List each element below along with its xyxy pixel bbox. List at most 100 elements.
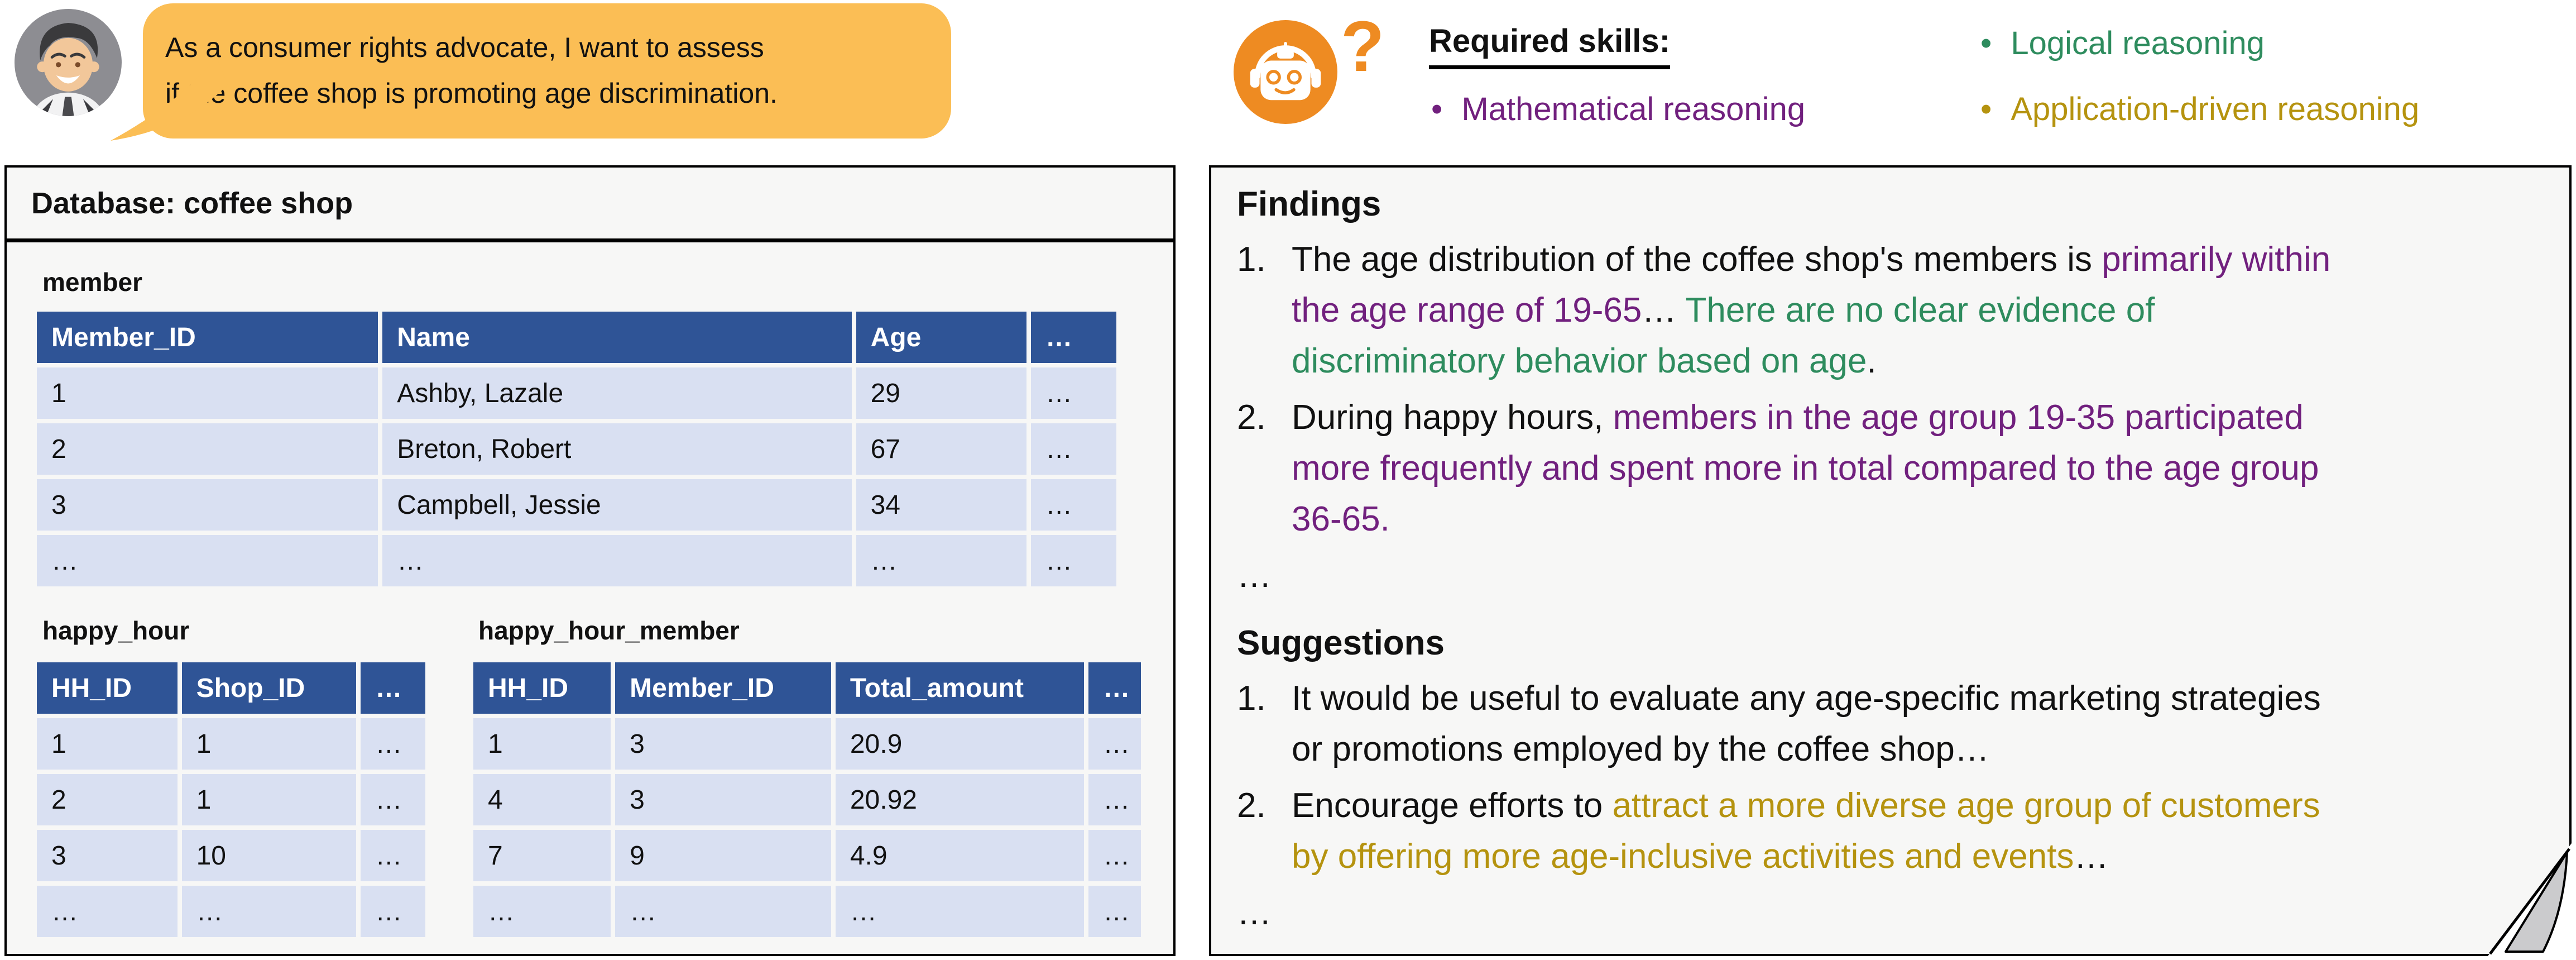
list-item-marker: 2.	[1237, 786, 1266, 825]
table-row: 1 3 20.9…	[473, 718, 1141, 770]
table-cell: 1	[37, 718, 178, 770]
user-query-text: As a consumer rights advocate, I want to…	[165, 32, 778, 109]
table-cell: 34	[856, 479, 1027, 531]
table-cell: 3	[615, 718, 831, 770]
list-item-text: Encourage efforts to attract a more dive…	[1292, 780, 2320, 882]
table-cell: …	[361, 718, 425, 770]
table-cell: 67	[856, 423, 1027, 475]
text-segment: There are no clear evidence of discrimin…	[1292, 291, 2155, 380]
robot-head-icon	[1234, 20, 1337, 124]
table-cell: 9	[615, 830, 831, 881]
list-item-marker: 2.	[1237, 398, 1266, 437]
list-item-marker: …	[1237, 894, 1272, 932]
table-header-cell: …	[1088, 662, 1141, 714]
table-cell: …	[37, 886, 178, 937]
table-header-cell: Shop_ID	[181, 662, 357, 714]
text-segment: Encourage efforts to	[1292, 786, 1613, 825]
table-cell: …	[1031, 423, 1116, 475]
skill-label: Logical reasoning	[2011, 25, 2265, 61]
table-cell: …	[856, 535, 1027, 586]
findings-title: Findings	[1237, 185, 1381, 223]
skill-application-driven-reasoning: • Application-driven reasoning	[1980, 90, 2419, 128]
table-cell: …	[615, 886, 831, 937]
text-segment: members in the age group 19-35 participa…	[1292, 398, 2319, 538]
list-item-text: It would be useful to evaluate any age-s…	[1292, 673, 2321, 775]
member-table: Member_ID Name Age… 1 Ashby, Lazale 29… 2 Breto…	[32, 307, 1121, 591]
table-cell: …	[1088, 774, 1141, 825]
table-row: …………	[37, 535, 1116, 586]
table-cell: 7	[473, 830, 611, 881]
table-cell: …	[382, 535, 852, 586]
list-item: …	[1237, 887, 2549, 938]
table-cell: Campbell, Jessie	[382, 479, 852, 531]
text-segment: …	[1642, 291, 1686, 329]
list-item-marker: …	[1237, 556, 1272, 595]
table-header-cell: Age	[856, 312, 1027, 363]
table-cell: 4	[473, 774, 611, 825]
list-item-marker: 1.	[1237, 240, 1266, 279]
table-cell: 3	[37, 479, 378, 531]
list-item: 2. Encourage efforts to attract a more di…	[1237, 780, 2549, 882]
table-cell: …	[1031, 367, 1116, 419]
table-cell: 1	[181, 774, 357, 825]
table-cell: …	[361, 830, 425, 881]
table-cell: …	[835, 886, 1085, 937]
member-table-grid: Member_ID Name Age… 1 Ashby, Lazale 29… 2 Breto…	[32, 307, 1121, 591]
user-avatar-icon	[15, 9, 122, 116]
table-header-cell: HH_ID	[473, 662, 611, 714]
table-header-cell: Name	[382, 312, 852, 363]
required-skills-title: Required skills:	[1429, 22, 1670, 69]
skill-label: Application-driven reasoning	[2011, 91, 2420, 127]
list-item-text: During happy hours, members in the age g…	[1292, 392, 2319, 545]
bullet-icon: •	[1980, 91, 1992, 127]
table-header-row: Member_ID Name Age…	[37, 312, 1116, 363]
table-cell: 4.9	[835, 830, 1085, 881]
table-header-row: HH_ID Member_ID Total_amount…	[473, 662, 1141, 714]
database-panel: Database: coffee shop member Member_ID Na…	[4, 165, 1176, 956]
table-row: …………	[473, 886, 1141, 937]
text-segment: attract a more diverse age group of cust…	[1292, 786, 2320, 876]
table-row: 1 Ashby, Lazale 29…	[37, 367, 1116, 419]
table-cell: 1	[181, 718, 357, 770]
table-row: 3 Campbell, Jessie 34…	[37, 479, 1116, 531]
text-segment: During happy hours,	[1292, 398, 1613, 437]
user-avatar	[15, 9, 122, 116]
table-cell: Ashby, Lazale	[382, 367, 852, 419]
database-title: Database: coffee shop	[7, 168, 1173, 242]
text-segment: …	[2074, 837, 2109, 876]
list-item: 2. During happy hours, members in the age…	[1237, 392, 2549, 545]
suggestions-list: 1. It would be useful to evaluate any age…	[1237, 673, 2549, 938]
table-header-cell: HH_ID	[37, 662, 178, 714]
bullet-icon: •	[1431, 91, 1443, 127]
question-mark-icon: ?	[1341, 7, 1385, 87]
speech-bubble-tail	[111, 57, 228, 141]
list-item: …	[1237, 550, 2549, 601]
table-cell: 3	[37, 830, 178, 881]
table-row: 2 1…	[37, 774, 425, 825]
robot-icon	[1234, 20, 1337, 124]
table-cell: 2	[37, 423, 378, 475]
table-cell: 20.9	[835, 718, 1085, 770]
table-cell: …	[1031, 535, 1116, 586]
user-speech-bubble: As a consumer rights advocate, I want to…	[111, 3, 951, 141]
table-cell: …	[1088, 830, 1141, 881]
table-row: 2 Breton, Robert 67…	[37, 423, 1116, 475]
table-row: ………	[37, 886, 425, 937]
happy-hour-member-table: HH_ID Member_ID Total_amount… 1 3 20.9… 4 3 20.9…	[469, 658, 1145, 942]
table-cell: 20.92	[835, 774, 1085, 825]
table-cell: …	[181, 886, 357, 937]
table-row: 7 9 4.9…	[473, 830, 1141, 881]
table-cell: …	[1088, 718, 1141, 770]
happy-hour-table-name: happy_hour	[42, 616, 190, 645]
table-cell: 29	[856, 367, 1027, 419]
table-header-cell: …	[361, 662, 425, 714]
findings-list: 1. The age distribution of the coffee sho…	[1237, 234, 2549, 601]
suggestions-title: Suggestions	[1237, 624, 1445, 662]
table-cell: 10	[181, 830, 357, 881]
list-item: 1. The age distribution of the coffee sho…	[1237, 234, 2549, 386]
table-cell: …	[37, 535, 378, 586]
happy-hour-member-table-name: happy_hour_member	[478, 616, 740, 645]
table-header-cell: Member_ID	[37, 312, 378, 363]
table-cell: …	[361, 774, 425, 825]
